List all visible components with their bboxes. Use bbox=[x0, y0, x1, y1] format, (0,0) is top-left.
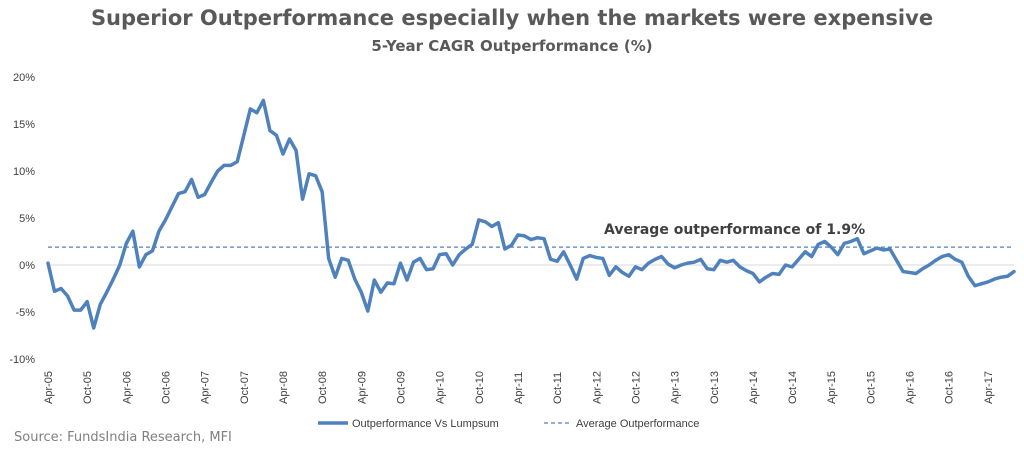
x-tick-label: Apr-12 bbox=[591, 371, 603, 404]
series-line-outperformance bbox=[46, 98, 1016, 330]
x-tick-label: Apr-11 bbox=[513, 372, 525, 404]
x-tick-label: Oct-06 bbox=[160, 371, 172, 404]
x-tick-label: Oct-13 bbox=[709, 371, 721, 404]
series-group bbox=[46, 98, 1016, 330]
x-tick-label: Apr-16 bbox=[905, 371, 917, 404]
x-tick-label: Apr-14 bbox=[748, 371, 760, 404]
legend-label-series: Outperformance Vs Lumpsum bbox=[352, 418, 499, 430]
x-tick-label: Oct-09 bbox=[395, 371, 407, 404]
y-axis: -10% -5% 0% 5% 10% 15% 20% bbox=[9, 72, 35, 366]
average-annotation: Average outperformance of 1.9% bbox=[604, 222, 865, 238]
chart-title: Superior Outperformance especially when … bbox=[90, 6, 934, 30]
x-tick-label: Oct-05 bbox=[82, 371, 94, 404]
x-tick-label: Apr-10 bbox=[435, 371, 447, 404]
x-tick-label: Apr-06 bbox=[121, 371, 133, 404]
source-note: Source: FundsIndia Research, MFI bbox=[14, 430, 232, 445]
y-tick-label: -10% bbox=[9, 354, 35, 366]
x-tick-label: Oct-10 bbox=[474, 371, 486, 404]
x-tick-label: Apr-08 bbox=[278, 371, 290, 404]
x-tick-label: Apr-05 bbox=[43, 371, 55, 404]
x-tick-label: Oct-16 bbox=[944, 371, 956, 404]
legend: Outperformance Vs Lumpsum Average Outper… bbox=[318, 418, 699, 430]
x-tick-label: Oct-15 bbox=[865, 371, 877, 404]
x-tick-label: Oct-08 bbox=[317, 371, 329, 404]
y-tick-label: 15% bbox=[13, 119, 35, 131]
y-tick-label: 0% bbox=[19, 260, 35, 272]
x-tick-label: Apr-17 bbox=[983, 371, 995, 404]
y-tick-label: 20% bbox=[13, 72, 35, 84]
x-tick-label: Apr-07 bbox=[200, 371, 212, 404]
x-tick-label: Oct-14 bbox=[787, 371, 799, 404]
chart-subtitle: 5-Year CAGR Outperformance (%) bbox=[371, 37, 653, 55]
x-tick-label: Oct-11 bbox=[552, 372, 564, 404]
x-tick-label: Oct-12 bbox=[630, 371, 642, 404]
x-tick-label: Oct-07 bbox=[239, 371, 251, 404]
legend-label-average: Average Outperformance bbox=[576, 418, 699, 430]
x-tick-label: Apr-13 bbox=[670, 371, 682, 404]
y-tick-label: -5% bbox=[15, 307, 35, 319]
x-axis: Apr-05 Oct-05 Apr-06 Oct-06 Apr-07 Oct-07 Apr-… bbox=[43, 264, 1014, 404]
y-tick-label: 5% bbox=[19, 213, 35, 225]
y-tick-label: 10% bbox=[13, 166, 35, 178]
x-tick-label: Apr-15 bbox=[826, 371, 838, 404]
x-tick-label: Apr-09 bbox=[356, 371, 368, 404]
